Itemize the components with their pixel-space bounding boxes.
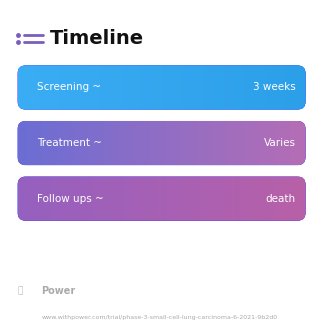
Text: ␧: ␧ — [18, 286, 23, 296]
Text: Follow ups ~: Follow ups ~ — [37, 194, 104, 204]
FancyBboxPatch shape — [18, 65, 306, 110]
Text: 3 weeks: 3 weeks — [253, 82, 296, 93]
Text: Varies: Varies — [264, 138, 296, 148]
FancyBboxPatch shape — [18, 177, 306, 221]
Text: Screening ~: Screening ~ — [37, 82, 101, 93]
Text: death: death — [266, 194, 296, 204]
Text: Timeline: Timeline — [50, 29, 144, 48]
Text: www.withpower.com/trial/phase-3-small-cell-lung-carcinoma-6-2021-9b2d0: www.withpower.com/trial/phase-3-small-ce… — [42, 315, 278, 320]
FancyBboxPatch shape — [18, 121, 306, 165]
Text: Treatment ~: Treatment ~ — [37, 138, 102, 148]
Text: Power: Power — [42, 286, 76, 296]
